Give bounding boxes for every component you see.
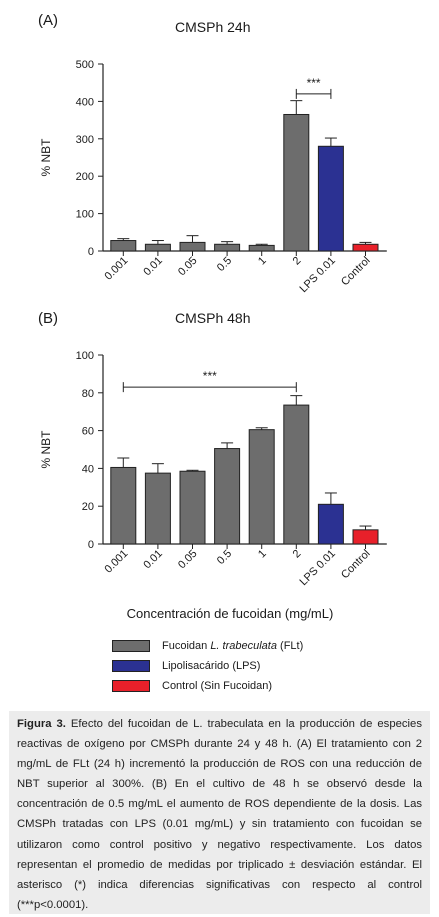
y-tick-label-a-100: 100 <box>76 209 94 221</box>
legend-swatch-flt <box>112 640 150 652</box>
caption-figure-number: Figura 3. <box>17 718 66 730</box>
y-tick-label-a-300: 300 <box>76 134 94 146</box>
bar-b-4 <box>248 429 275 545</box>
x-tick-label-a-5: 2 <box>291 255 304 268</box>
legend-label-lps: Lipolisacárido (LPS) <box>162 660 261 672</box>
bar-a-6 <box>317 145 344 252</box>
x-tick-label-a-7: Control <box>339 255 373 289</box>
x-tick-label-b-4: 1 <box>256 548 269 561</box>
legend-label-flt: Fucoidan L. trabeculata (FLt) <box>162 640 304 652</box>
y-tick-label-a-500: 500 <box>76 59 94 71</box>
panel-b-title: CMSPh 48h <box>175 310 251 326</box>
bar-b-1 <box>144 472 171 545</box>
legend-swatch-lps <box>112 660 150 672</box>
bar-b-3 <box>214 448 241 545</box>
x-tick-label-a-0: 0.001 <box>102 255 130 283</box>
bar-b-0 <box>110 466 137 545</box>
x-tick-label-b-0: 0.001 <box>102 548 130 576</box>
x-tick-label-a-3: 0.5 <box>215 255 234 274</box>
bar-b-7 <box>352 529 379 545</box>
x-tick-label-a-6: LPS 0.01 <box>298 255 338 295</box>
figure: (A) CMSPh 24h (B) CMSPh 48h 0 100 200 300 40… <box>38 12 387 696</box>
sig-label-b: *** <box>203 369 217 383</box>
x-tick-label-b-1: 0.01 <box>141 548 165 572</box>
panel-a-tag: (A) <box>38 12 58 29</box>
y-axis-title-b: % NBT <box>39 430 53 469</box>
sig-label-a: *** <box>307 76 321 90</box>
y-tick-label-b-0: 0 <box>88 539 94 551</box>
legend-item-flt: Fucoidan L. trabeculata (FLt) <box>112 636 303 656</box>
x-tick-label-a-1: 0.01 <box>141 255 165 279</box>
bar-a-5 <box>283 113 310 252</box>
bar-a-2 <box>179 241 206 252</box>
x-axis-label: Concentración de fucoidan (mg/mL) <box>126 606 334 621</box>
bar-a-0 <box>110 240 137 252</box>
x-tick-label-b-3: 0.5 <box>215 548 234 567</box>
x-tick-label-b-2: 0.05 <box>176 548 200 572</box>
bar-a-7 <box>352 243 379 252</box>
bar-a-4 <box>248 244 275 252</box>
legend-item-lps: Lipolisacárido (LPS) <box>112 656 303 676</box>
y-tick-label-b-60: 60 <box>82 426 94 438</box>
bar-b-2 <box>179 470 206 545</box>
x-tick-label-b-7: Control <box>339 548 373 582</box>
bar-a-3 <box>214 243 241 252</box>
figure-caption: Figura 3. Efecto del fucoidan de L. trab… <box>17 714 422 915</box>
y-axis-title-a: % NBT <box>39 138 53 177</box>
y-tick-label-b-20: 20 <box>82 501 94 513</box>
y-tick-label-a-200: 200 <box>76 171 94 183</box>
bar-a-1 <box>144 243 171 252</box>
legend: Fucoidan L. trabeculata (FLt) Lipolisacá… <box>112 636 303 696</box>
legend-item-control: Control (Sin Fucoidan) <box>112 676 303 696</box>
y-tick-label-a-0: 0 <box>88 246 94 258</box>
y-tick-label-a-400: 400 <box>76 96 94 108</box>
y-tick-label-b-100: 100 <box>76 350 94 362</box>
panel-a-title: CMSPh 24h <box>175 19 251 35</box>
legend-swatch-control <box>112 680 150 692</box>
x-tick-label-b-5: 2 <box>291 548 304 561</box>
y-tick-label-b-80: 80 <box>82 388 94 400</box>
bar-b-6 <box>317 503 344 545</box>
legend-label-control: Control (Sin Fucoidan) <box>162 680 273 692</box>
x-tick-label-b-6: LPS 0.01 <box>298 548 338 588</box>
x-tick-label-a-2: 0.05 <box>176 255 200 279</box>
caption-text: Efecto del fucoidan de L. trabeculata en… <box>17 718 422 911</box>
x-tick-label-a-4: 1 <box>256 255 269 268</box>
y-tick-label-b-40: 40 <box>82 463 94 475</box>
figure-caption-box: Figura 3. Efecto del fucoidan de L. trab… <box>9 711 430 914</box>
panel-b-tag: (B) <box>38 310 58 327</box>
bar-b-5 <box>283 404 310 545</box>
